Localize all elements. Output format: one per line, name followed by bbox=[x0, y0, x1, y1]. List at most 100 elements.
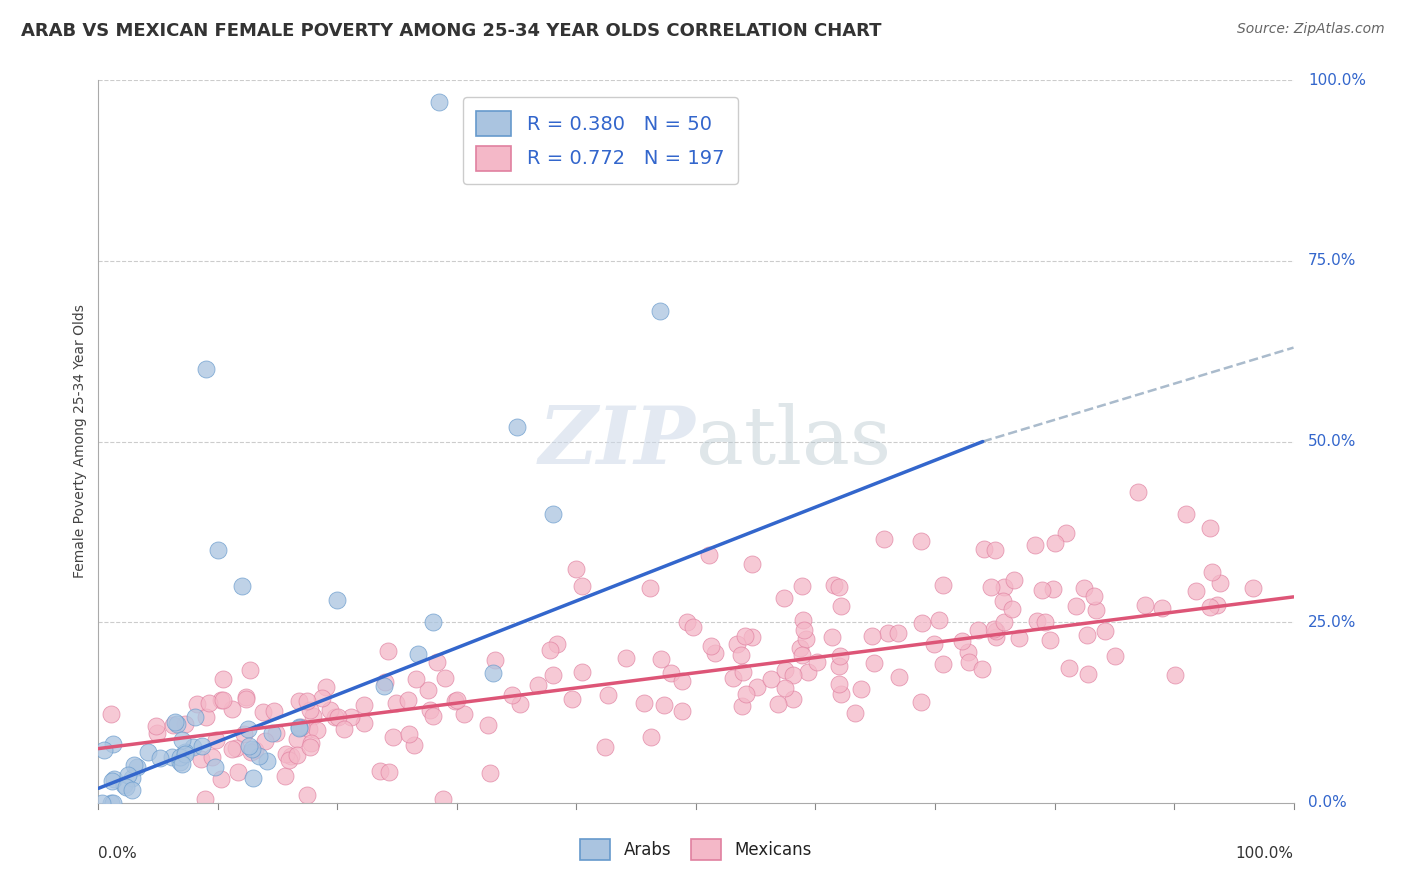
Point bbox=[242, 771, 264, 785]
Point bbox=[652, 698, 675, 712]
Point bbox=[297, 694, 319, 708]
Point bbox=[932, 657, 955, 671]
Point bbox=[426, 655, 449, 669]
Point bbox=[991, 594, 1014, 608]
Point bbox=[741, 630, 763, 644]
Point bbox=[910, 533, 932, 548]
Text: 50.0%: 50.0% bbox=[1308, 434, 1357, 449]
Point bbox=[1066, 599, 1088, 614]
Point bbox=[1128, 485, 1150, 500]
Point bbox=[247, 749, 270, 764]
Point bbox=[633, 696, 655, 710]
Point bbox=[212, 693, 235, 707]
Point bbox=[226, 764, 249, 779]
Point bbox=[368, 764, 391, 779]
Point bbox=[207, 542, 229, 557]
Point bbox=[384, 696, 406, 710]
Point bbox=[768, 697, 790, 711]
Point bbox=[741, 558, 763, 572]
Point bbox=[650, 652, 672, 666]
Point bbox=[1164, 667, 1187, 681]
Point bbox=[782, 692, 804, 706]
Point bbox=[1150, 601, 1173, 615]
Point bbox=[984, 542, 1007, 557]
Point bbox=[538, 642, 561, 657]
Point bbox=[190, 752, 212, 766]
Point bbox=[863, 656, 886, 670]
Point bbox=[1084, 603, 1107, 617]
Point bbox=[887, 626, 910, 640]
Point bbox=[422, 708, 444, 723]
Point bbox=[734, 687, 756, 701]
Point bbox=[682, 620, 704, 634]
Point bbox=[730, 648, 752, 662]
Point bbox=[238, 722, 260, 736]
Point bbox=[821, 630, 844, 644]
Point bbox=[1043, 535, 1066, 549]
Point bbox=[973, 542, 995, 557]
Point bbox=[160, 750, 183, 764]
Point bbox=[382, 730, 405, 744]
Point bbox=[851, 681, 873, 696]
Point bbox=[922, 637, 945, 651]
Point bbox=[298, 722, 321, 736]
Point bbox=[290, 720, 312, 734]
Point bbox=[416, 682, 439, 697]
Point bbox=[295, 788, 318, 802]
Point bbox=[398, 727, 420, 741]
Point bbox=[186, 698, 208, 712]
Point bbox=[114, 780, 136, 794]
Point bbox=[280, 748, 302, 763]
Point bbox=[201, 749, 224, 764]
Point bbox=[276, 747, 298, 761]
Point bbox=[169, 755, 191, 769]
Point bbox=[957, 656, 980, 670]
Point bbox=[419, 703, 441, 717]
Point bbox=[93, 742, 115, 756]
Point bbox=[299, 739, 322, 754]
Point bbox=[640, 730, 662, 744]
Point bbox=[1024, 538, 1046, 552]
Point bbox=[541, 507, 564, 521]
Point bbox=[1133, 598, 1156, 612]
Point bbox=[1201, 566, 1223, 580]
Point bbox=[396, 692, 419, 706]
Point bbox=[1199, 521, 1222, 535]
Point bbox=[614, 650, 637, 665]
Point bbox=[860, 629, 883, 643]
Point bbox=[191, 739, 214, 753]
Point bbox=[427, 95, 450, 109]
Point bbox=[252, 705, 274, 719]
Legend: Arabs, Mexicans: Arabs, Mexicans bbox=[574, 832, 818, 867]
Point bbox=[1104, 648, 1126, 663]
Point bbox=[1205, 599, 1227, 613]
Point bbox=[796, 665, 818, 680]
Point bbox=[745, 680, 768, 694]
Point bbox=[564, 562, 586, 576]
Point bbox=[782, 668, 804, 682]
Point bbox=[256, 754, 278, 768]
Point bbox=[163, 715, 186, 730]
Point bbox=[1057, 661, 1080, 675]
Point bbox=[648, 304, 672, 318]
Point bbox=[145, 726, 167, 740]
Point bbox=[873, 533, 896, 547]
Point bbox=[422, 615, 444, 630]
Point bbox=[993, 615, 1015, 630]
Point bbox=[1241, 582, 1264, 596]
Point bbox=[793, 624, 815, 638]
Point bbox=[792, 579, 814, 593]
Point bbox=[928, 613, 950, 627]
Point bbox=[326, 710, 349, 724]
Point bbox=[571, 578, 593, 592]
Point bbox=[174, 717, 197, 731]
Point bbox=[285, 731, 308, 746]
Point bbox=[195, 362, 218, 376]
Point bbox=[266, 726, 288, 740]
Point bbox=[950, 634, 973, 648]
Point bbox=[889, 670, 911, 684]
Point bbox=[970, 662, 993, 676]
Point bbox=[775, 663, 797, 677]
Point bbox=[238, 739, 260, 753]
Point bbox=[910, 616, 932, 631]
